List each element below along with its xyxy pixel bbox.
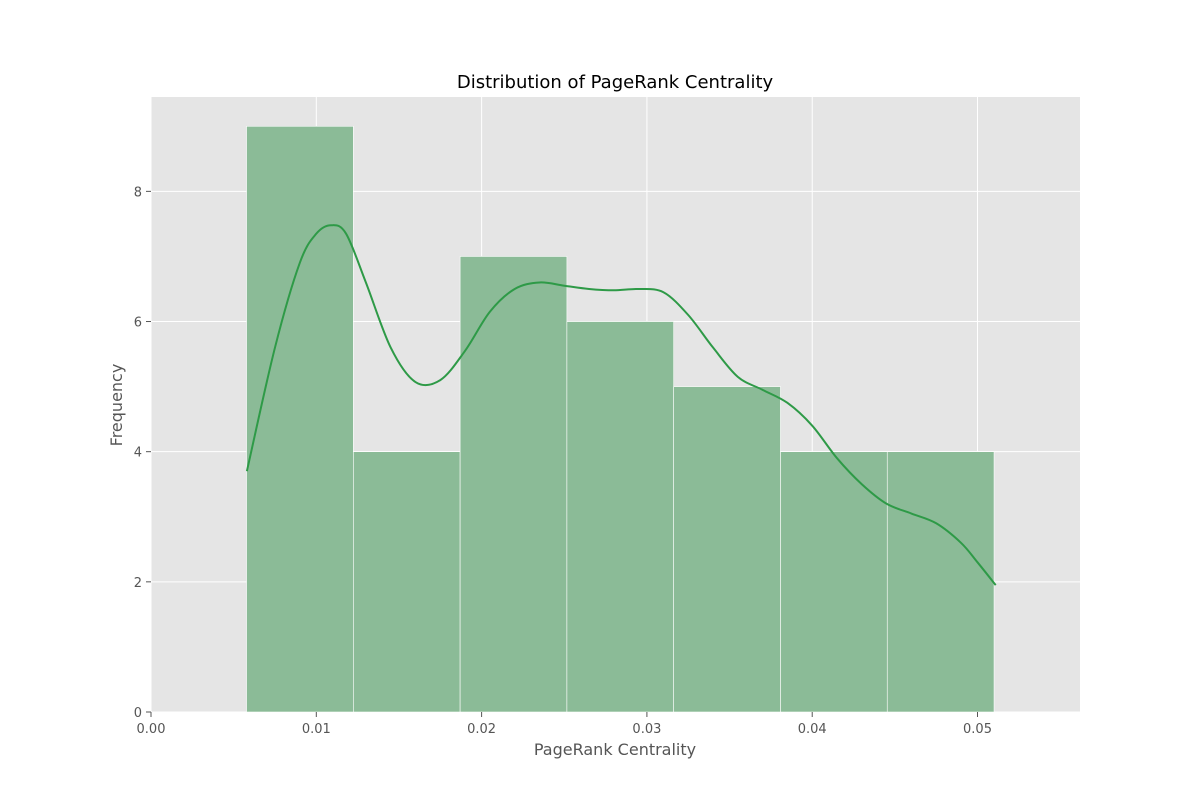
y-axis-label: Frequency (107, 364, 126, 447)
y-tick-label: 0 (134, 706, 142, 721)
histogram-bar-5 (673, 386, 781, 713)
histogram-bar-1 (246, 125, 354, 713)
y-axis-ticks: 0 2 4 6 8 (134, 185, 151, 721)
x-tick-label: 0.05 (963, 722, 992, 737)
histogram-bar-6 (780, 451, 888, 713)
x-tick-label: 0.03 (632, 722, 661, 737)
x-tick-label: 0.00 (137, 722, 166, 737)
y-tick-label: 4 (134, 446, 142, 461)
y-tick-label: 6 (134, 316, 142, 331)
histogram-bars (246, 125, 995, 713)
kde-curve (245, 224, 997, 586)
x-axis-ticks: 0.00 0.01 0.02 0.03 0.04 0.05 (137, 712, 992, 737)
histogram-bar-3 (459, 256, 568, 713)
y-tick-label: 8 (134, 185, 142, 200)
y-tick-label: 2 (134, 576, 142, 591)
x-tick-label: 0.04 (798, 722, 827, 737)
chart-title: Distribution of PageRank Centrality (457, 72, 774, 93)
x-axis-label: PageRank Centrality (534, 740, 696, 759)
histogram-bar-2 (353, 451, 461, 713)
histogram-bar-7 (886, 451, 995, 713)
x-tick-label: 0.01 (302, 722, 331, 737)
x-tick-label: 0.02 (467, 722, 496, 737)
histogram-bar-4 (566, 321, 674, 713)
